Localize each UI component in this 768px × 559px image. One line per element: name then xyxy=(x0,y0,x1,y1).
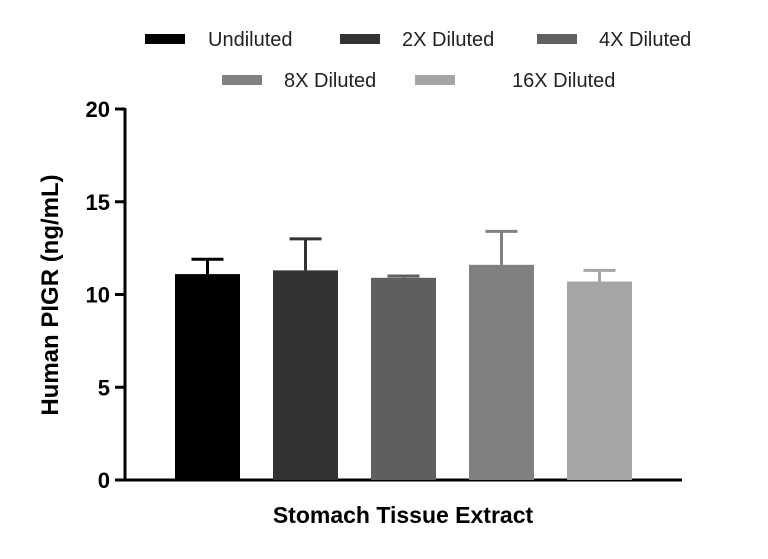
bar-1 xyxy=(175,274,240,480)
legend-label-2: 2X Diluted xyxy=(402,29,494,51)
x-axis-label: Stomach Tissue Extract xyxy=(273,502,534,528)
legend-swatch-3 xyxy=(537,34,577,44)
plot-area: 0 5 10 15 20 xyxy=(86,97,682,493)
bar-3 xyxy=(371,277,436,480)
y-tick-label: 0 xyxy=(98,468,110,493)
legend-swatch-4 xyxy=(222,75,262,85)
legend-swatch-2 xyxy=(340,34,380,44)
bar-2 xyxy=(273,270,338,480)
y-axis-label: Human PIGR (ng/mL) xyxy=(37,174,64,415)
y-tick-label: 10 xyxy=(86,283,110,308)
legend: Undiluted 2X Diluted 4X Diluted 8X Diluted 1… xyxy=(145,29,691,92)
legend-label-5: 16X Diluted xyxy=(512,70,615,92)
y-tick-label: 20 xyxy=(86,97,110,122)
legend-label-3: 4X Diluted xyxy=(599,29,691,51)
legend-swatch-1 xyxy=(145,34,185,44)
legend-label-1: Undiluted xyxy=(208,29,293,51)
legend-label-4: 8X Diluted xyxy=(284,70,376,92)
y-tick-label: 15 xyxy=(86,190,110,215)
y-tick-label: 5 xyxy=(98,375,110,400)
bar-5 xyxy=(567,281,632,480)
bar-4 xyxy=(469,264,534,480)
legend-swatch-5 xyxy=(415,75,455,85)
